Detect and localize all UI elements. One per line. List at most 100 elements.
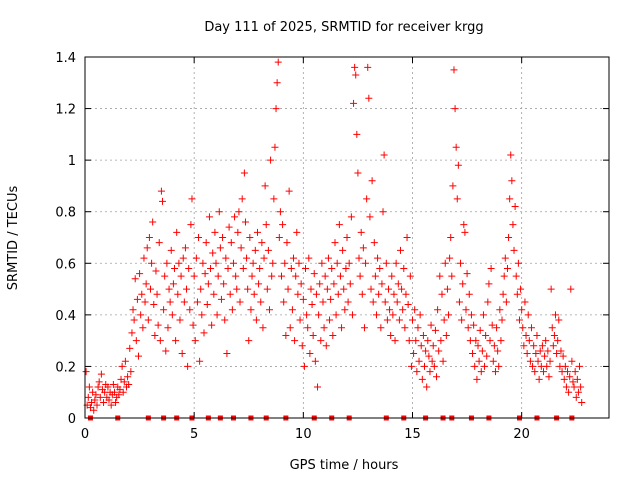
- data-point: [388, 272, 396, 280]
- data-point: [155, 239, 163, 247]
- data-point: [169, 280, 177, 288]
- data-point: [139, 324, 147, 332]
- data-point: [476, 326, 484, 334]
- data-point: [523, 350, 531, 358]
- data-point: [519, 324, 527, 332]
- data-point: [410, 350, 418, 358]
- data-point: [339, 246, 347, 254]
- data-point: [417, 342, 425, 350]
- data-point: [259, 324, 267, 332]
- data-point: [207, 264, 215, 272]
- data-point: [552, 311, 560, 319]
- data-point: [262, 221, 270, 229]
- data-point: [264, 246, 272, 254]
- data-point: [215, 208, 223, 216]
- data-point: [176, 316, 184, 324]
- data-point: [311, 357, 319, 365]
- data-point: [107, 401, 115, 409]
- data-point: [326, 316, 334, 324]
- data-point: [434, 306, 442, 314]
- data-point: [438, 290, 446, 298]
- data-point: [376, 264, 384, 272]
- data-point: [481, 362, 489, 370]
- data-point: [544, 347, 552, 355]
- data-point: [288, 306, 296, 314]
- data-point: [473, 375, 481, 383]
- data-point: [380, 151, 388, 159]
- data-point: [149, 218, 157, 226]
- data-point: [485, 280, 493, 288]
- data-point: [128, 329, 136, 337]
- data-point: [318, 259, 326, 267]
- data-point: [145, 234, 153, 241]
- data-point: [336, 272, 344, 280]
- data-point: [399, 306, 407, 314]
- y-axis-ticks: 0 0.2 0.4 0.6 0.8 1 1.2 1.4: [55, 51, 609, 427]
- y-tick-label: 0.8: [55, 206, 76, 221]
- data-point: [415, 357, 423, 365]
- data-point: [328, 264, 336, 272]
- data-point: [527, 324, 535, 332]
- data-point: [431, 326, 439, 334]
- data-point: [500, 272, 508, 280]
- data-point: [510, 246, 518, 254]
- data-point: [124, 373, 132, 381]
- data-point: [319, 298, 327, 306]
- data-point: [536, 347, 544, 355]
- data-point: [365, 94, 373, 102]
- data-point: [489, 357, 497, 365]
- data-point: [406, 272, 414, 280]
- data-point: [475, 357, 483, 365]
- data-point: [395, 316, 403, 324]
- data-point: [220, 280, 228, 288]
- data-point: [331, 239, 339, 247]
- data-point: [402, 290, 410, 298]
- plot-frame: [84, 56, 610, 419]
- data-point: [501, 254, 509, 262]
- data-point: [172, 337, 180, 345]
- data-point: [506, 195, 514, 203]
- data-point: [447, 234, 455, 241]
- data-point: [201, 270, 209, 278]
- data-point: [384, 285, 392, 293]
- data-point: [572, 393, 580, 401]
- data-point: [449, 182, 457, 190]
- data-point: [166, 298, 174, 306]
- data-point: [224, 264, 232, 272]
- data-point: [540, 368, 547, 376]
- data-point: [268, 272, 276, 280]
- data-point: [488, 321, 496, 329]
- data-point: [553, 350, 561, 358]
- data-point: [559, 352, 567, 360]
- data-point: [393, 298, 401, 306]
- data-point: [400, 264, 408, 272]
- data-point: [518, 306, 526, 314]
- data-point: [573, 375, 581, 383]
- data-point: [561, 362, 569, 370]
- data-point: [346, 280, 354, 288]
- data-point: [223, 350, 231, 358]
- data-point: [454, 161, 462, 169]
- data-point: [168, 311, 176, 319]
- data-point: [273, 79, 281, 87]
- data-point: [356, 272, 364, 280]
- data-point: [359, 244, 367, 252]
- data-point: [147, 285, 154, 293]
- data-point: [405, 337, 413, 345]
- data-point: [509, 221, 517, 229]
- data-point: [390, 290, 398, 298]
- data-point: [104, 383, 112, 391]
- data-point: [137, 311, 145, 319]
- data-point: [193, 298, 201, 306]
- data-point: [463, 270, 471, 278]
- data-point: [478, 347, 486, 355]
- data-point: [470, 321, 478, 329]
- data-point: [121, 357, 129, 365]
- data-point: [287, 264, 295, 272]
- data-point: [416, 311, 424, 319]
- data-point: [293, 228, 301, 236]
- data-point: [161, 272, 169, 280]
- data-point: [441, 259, 449, 267]
- data-point: [280, 298, 288, 306]
- data-point: [150, 301, 158, 309]
